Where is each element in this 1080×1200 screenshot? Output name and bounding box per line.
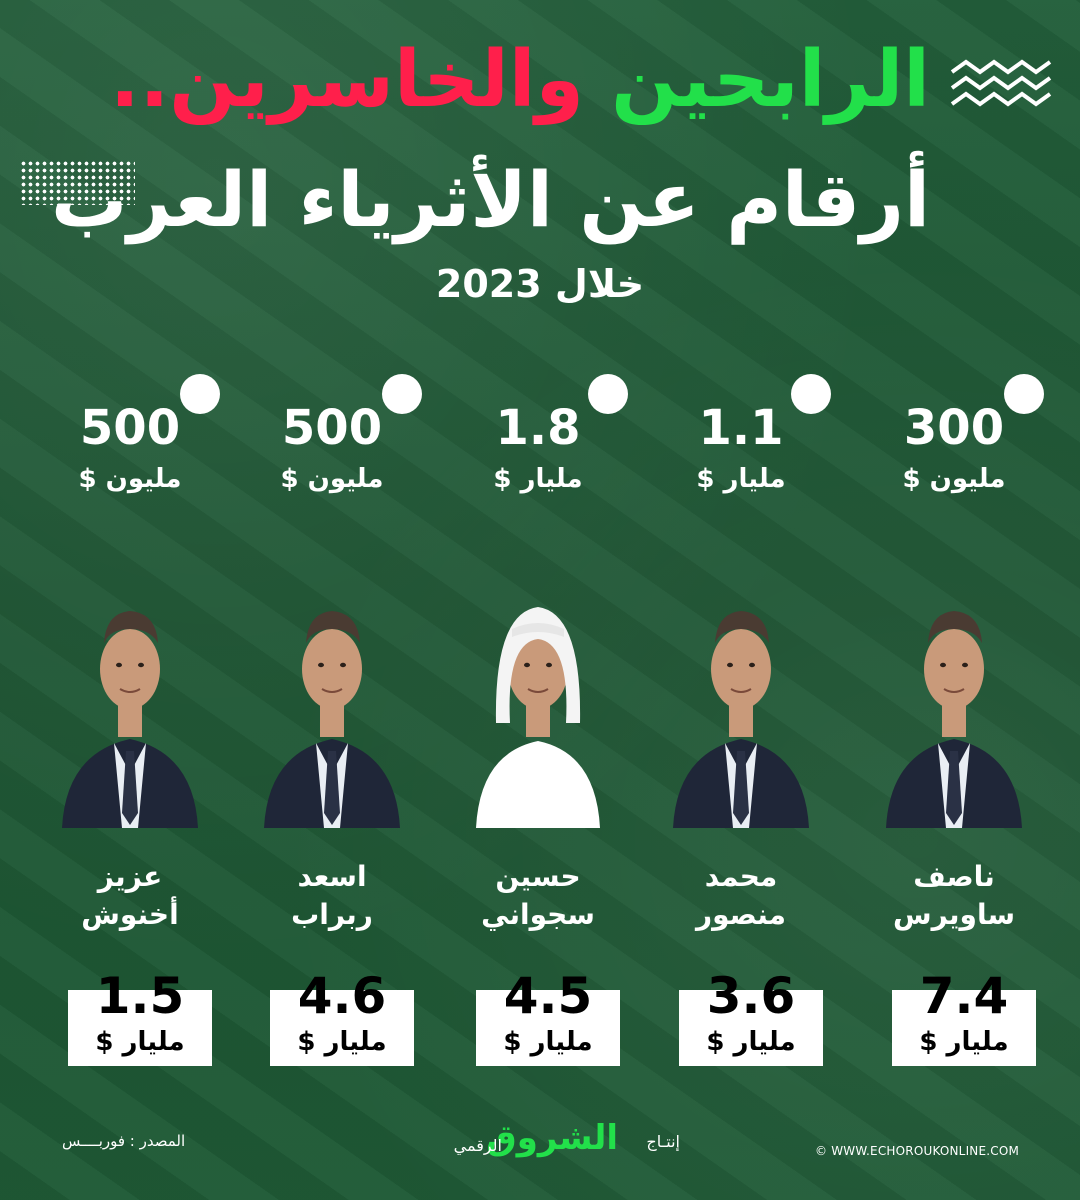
- change-value: 1.8: [495, 400, 581, 456]
- person-name: محمد منصور: [669, 858, 813, 934]
- net-worth-unit: مليار $: [503, 1027, 593, 1057]
- page-subtitle: خلال 2023: [435, 262, 645, 306]
- change-card: -500 مليون $: [58, 374, 220, 517]
- plus-icon: +: [588, 374, 628, 414]
- change-card: +300 مليون $: [882, 374, 1044, 517]
- portrait-photo: [58, 573, 202, 828]
- first-name: حسين: [495, 860, 581, 893]
- last-name: ساويرس: [892, 898, 1016, 931]
- person-name: حسين سجواني: [466, 858, 610, 934]
- change-card: +1.8 مليار $: [466, 374, 628, 517]
- portrait-photo: [882, 573, 1026, 828]
- last-name: أخنوش: [81, 898, 179, 931]
- title-losers: والخاسرين..: [110, 35, 585, 125]
- website-url: © WWW.ECHOROUKONLINE.COM: [815, 1144, 1020, 1158]
- net-worth-value: 7.4: [919, 967, 1009, 1025]
- net-worth-card: 7.4 مليار $: [892, 968, 1036, 1066]
- last-name: ربراب: [291, 898, 373, 931]
- first-name: اسعد: [297, 860, 367, 893]
- portrait-photo: [260, 573, 404, 828]
- net-worth-value: 4.6: [297, 967, 387, 1025]
- net-worth-unit: مليار $: [297, 1027, 387, 1057]
- digital-label: الرقمي: [453, 1136, 502, 1155]
- portrait-photo: [466, 573, 610, 828]
- net-worth-unit: مليار $: [919, 1027, 1009, 1057]
- net-worth-value: 3.6: [706, 967, 796, 1025]
- minus-icon: -: [180, 374, 220, 414]
- change-value: 500: [79, 400, 181, 456]
- net-worth-value: 1.5: [95, 967, 185, 1025]
- source-credit: المصدر : فوربــــس: [62, 1132, 186, 1150]
- net-worth-unit: مليار $: [95, 1027, 185, 1057]
- change-value: 1.1: [698, 400, 784, 456]
- net-worth-value: 4.5: [503, 967, 593, 1025]
- person-name: اسعد ربراب: [260, 858, 404, 934]
- last-name: منصور: [695, 898, 787, 931]
- title-winners: الرابحين: [611, 35, 931, 125]
- net-worth-card: 3.6 مليار $: [679, 968, 823, 1066]
- change-value: 300: [903, 400, 1005, 456]
- page-title: الرابحين والخاسرين..: [110, 30, 931, 130]
- change-unit: مليون $: [280, 464, 384, 494]
- first-name: ناصف: [913, 860, 995, 893]
- change-unit: مليون $: [902, 464, 1006, 494]
- first-name: عزيز: [97, 860, 163, 893]
- dot-grid-decoration: [20, 160, 135, 205]
- brand-logo: الشروق: [486, 1118, 618, 1158]
- person-name: ناصف ساويرس: [882, 858, 1026, 934]
- change-unit: مليار $: [696, 464, 786, 494]
- person-name: عزيز أخنوش: [58, 858, 202, 934]
- change-value: 500: [281, 400, 383, 456]
- net-worth-unit: مليار $: [706, 1027, 796, 1057]
- brand-credit: إنتـاج الشروق الرقمي: [440, 1118, 680, 1168]
- minus-icon: -: [382, 374, 422, 414]
- change-unit: مليار $: [493, 464, 583, 494]
- change-card: +1.1 مليار $: [669, 374, 831, 517]
- zigzag-decoration: [950, 59, 1052, 107]
- plus-icon: +: [1004, 374, 1044, 414]
- page-title-line2: أرقام عن الأثرياء العرب: [50, 155, 930, 244]
- plus-icon: +: [791, 374, 831, 414]
- change-unit: مليون $: [78, 464, 182, 494]
- portrait-photo: [669, 573, 813, 828]
- last-name: سجواني: [481, 898, 595, 931]
- net-worth-card: 4.6 مليار $: [270, 968, 414, 1066]
- net-worth-card: 1.5 مليار $: [68, 968, 212, 1066]
- first-name: محمد: [704, 860, 778, 893]
- production-label: إنتـاج: [646, 1132, 680, 1151]
- change-card: -500 مليون $: [260, 374, 422, 517]
- net-worth-card: 4.5 مليار $: [476, 968, 620, 1066]
